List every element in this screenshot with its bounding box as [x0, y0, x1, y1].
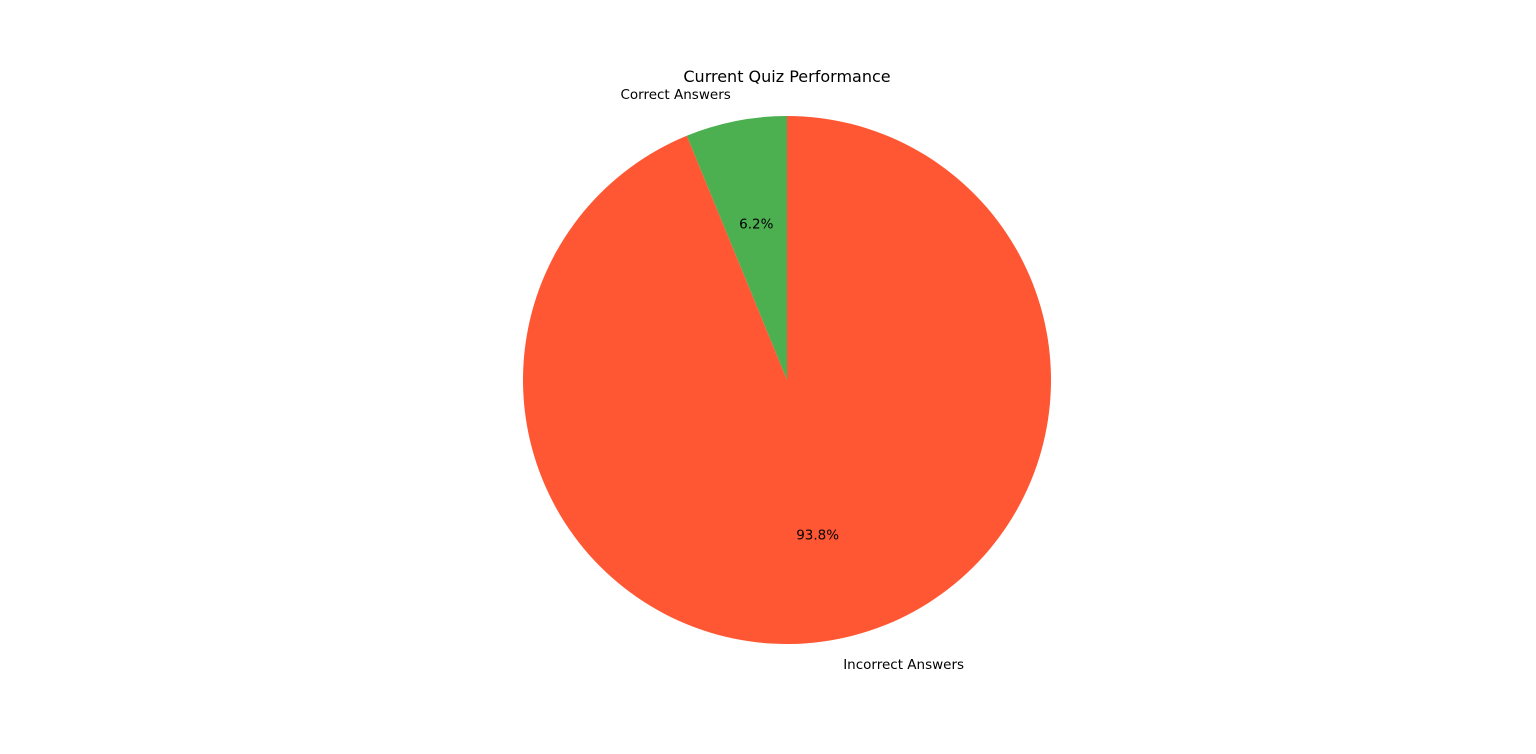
- pie-slice-correct-answers: [686, 116, 787, 380]
- pie-slices: [523, 116, 1052, 644]
- slice-label-1: Incorrect Answers: [843, 657, 964, 673]
- slice-percent-1: 93.8%: [796, 527, 839, 543]
- slice-percent-0: 6.2%: [739, 217, 773, 233]
- chart-title: Current Quiz Performance: [683, 67, 890, 86]
- pie-slice-incorrect-answers: [523, 116, 1052, 644]
- pie-labels: Correct Answers 6.2% Incorrect Answers 93.8…: [620, 87, 964, 673]
- slice-label-0: Correct Answers: [620, 87, 730, 103]
